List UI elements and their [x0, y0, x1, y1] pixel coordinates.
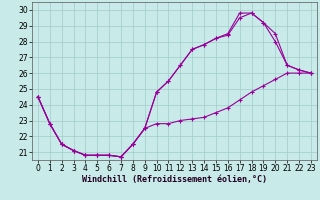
X-axis label: Windchill (Refroidissement éolien,°C): Windchill (Refroidissement éolien,°C) [82, 175, 267, 184]
